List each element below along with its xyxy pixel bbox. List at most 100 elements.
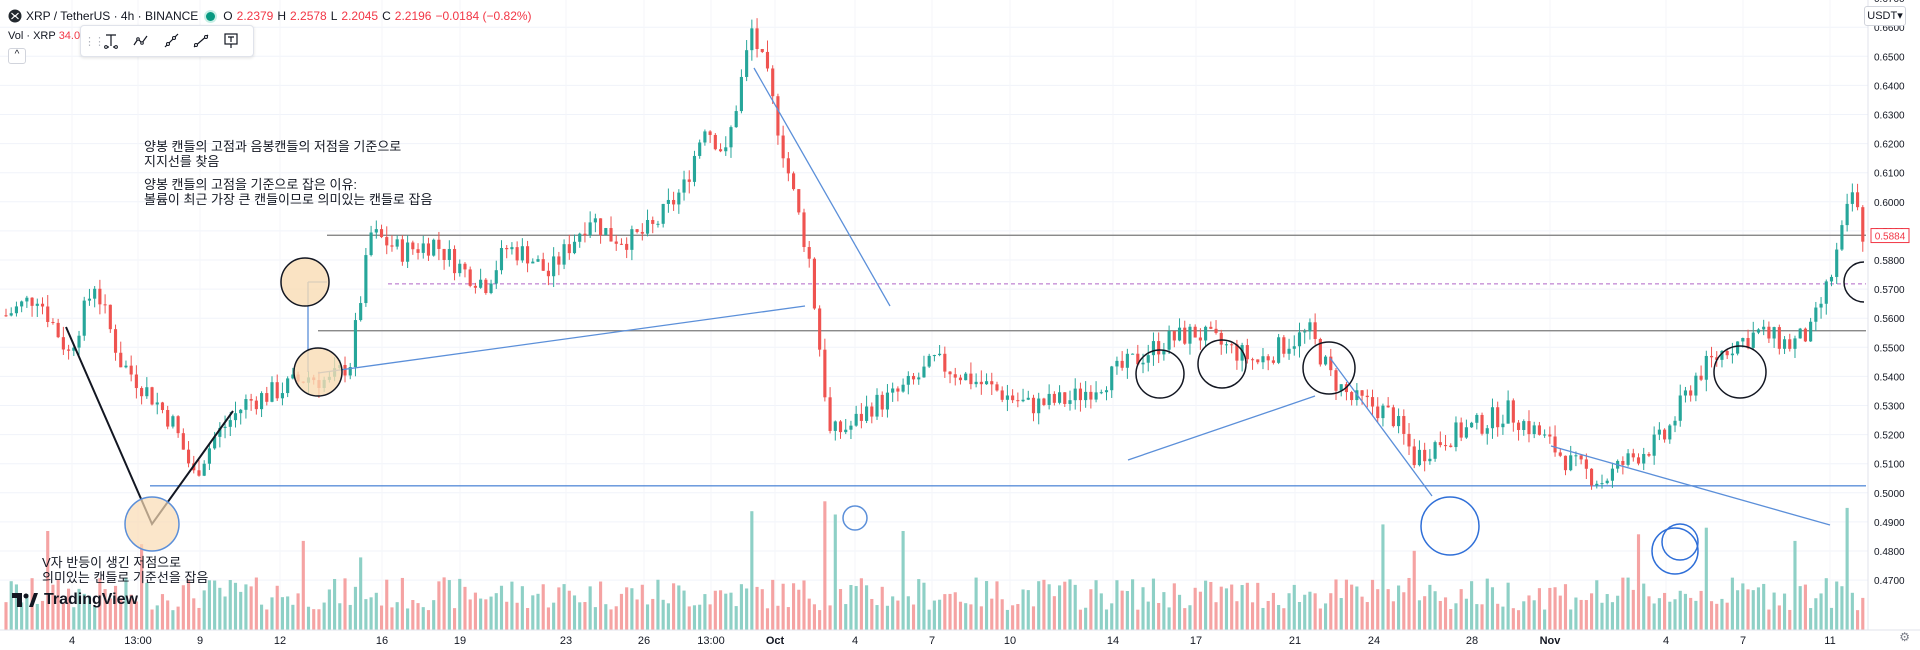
candle-body (682, 179, 686, 193)
candle-body (833, 421, 837, 431)
candle-body (1704, 355, 1708, 380)
volume-bar (374, 592, 378, 630)
volume-bar (792, 583, 796, 630)
candle-body (1094, 392, 1098, 400)
candle-body (379, 229, 384, 238)
candle-body (635, 229, 639, 232)
volume-bar (1443, 597, 1448, 630)
volume-bar (1162, 592, 1166, 630)
volume-bar (729, 592, 733, 630)
candle-body (1814, 307, 1818, 322)
price-tick-label: 0.5300 (1874, 402, 1905, 413)
volume-bar (426, 610, 431, 630)
gear-icon[interactable]: ⚙ (1899, 630, 1910, 644)
candle-body (927, 355, 931, 367)
time-tick-label: 4 (1663, 635, 1669, 647)
candle-body (1350, 392, 1354, 401)
drawing-toolbar[interactable]: ⋮⋮ (80, 25, 254, 57)
candle-body (515, 247, 519, 261)
close-label: C (382, 9, 391, 23)
volume-bar (797, 589, 801, 630)
candle-body (1240, 345, 1244, 361)
volume-bar (1647, 596, 1651, 630)
volume-bar (1501, 606, 1505, 630)
volume-bar (1730, 577, 1734, 630)
candle-body (218, 427, 222, 437)
volume-bar (103, 589, 107, 630)
volume-bar (1177, 594, 1182, 630)
volume-bar (1756, 587, 1761, 630)
price-tick-label: 0.6000 (1874, 198, 1905, 209)
annotation-support-note[interactable]: 양봉 캔들의 고점과 음봉캔들의 저점을 기준으로 지지선를 찾음 (144, 139, 402, 169)
trend-line-icon[interactable] (186, 28, 216, 54)
volume-bar (181, 585, 185, 630)
candle-body (531, 261, 535, 264)
volume-bar (885, 605, 890, 630)
volume-bar (1861, 597, 1865, 630)
candle-body (150, 387, 154, 405)
time-axis[interactable]: 4 13:00 9 12 16 19 23 26 13:00 Oct 4 7 10 14 17 21 24 28 N… (0, 629, 1920, 647)
volume-bar (244, 584, 248, 630)
volume-bar (682, 590, 686, 630)
toolbar-drag-handle[interactable]: ⋮⋮ (84, 35, 105, 48)
candle-body (124, 365, 128, 368)
volume-bar (301, 540, 305, 630)
annotation-v-bounce-note[interactable]: V자 반등이 생긴 저점으로 의미있는 캔들로 기준선을 잡음 (42, 555, 209, 585)
candle-body (562, 244, 566, 265)
volume-bar (1214, 602, 1218, 630)
candle-body (108, 304, 112, 330)
candle-body (140, 388, 144, 397)
price-tick-label: 0.4900 (1874, 518, 1905, 529)
volume-bar (270, 597, 274, 630)
currency-selector[interactable]: USDT▾ (1864, 6, 1906, 26)
annotation-reason-note[interactable]: 양봉 캔들의 고점을 기준으로 잡은 이유: 볼륨이 최근 가장 큰 캔들이므로… (144, 177, 433, 207)
candle-body (14, 306, 18, 314)
volume-bar (1600, 602, 1604, 630)
candle-body (93, 288, 97, 299)
volume-bar (1850, 592, 1854, 630)
horizontal-levels (150, 234, 1866, 487)
candle-body (494, 270, 498, 284)
volume-bar (280, 597, 284, 630)
volume-bar (186, 579, 191, 630)
volume-bar (437, 581, 441, 630)
candle-body (625, 243, 629, 250)
legend-collapse-button[interactable]: ^ (8, 48, 26, 64)
candle-body (385, 237, 389, 246)
volume-bar (1840, 586, 1844, 630)
candle-body (395, 239, 399, 247)
text-note-icon[interactable] (216, 28, 246, 54)
volume-bar (192, 598, 196, 630)
volume-bar (1099, 593, 1103, 630)
volume-legend[interactable]: Vol · XRP 34.09 (8, 30, 86, 42)
volume-bar (166, 600, 170, 630)
volume-bar (1579, 599, 1583, 630)
volume-bar (906, 596, 910, 630)
volume-bar (520, 586, 524, 630)
volume-bar (1303, 594, 1307, 630)
candle-body (630, 229, 634, 250)
candle-body (510, 247, 514, 250)
candle-body (1141, 362, 1145, 365)
volume-bar (1829, 607, 1834, 630)
volume-bar (1616, 595, 1620, 630)
path-icon[interactable] (126, 28, 156, 54)
candle-body (1772, 327, 1776, 339)
candle-body (969, 373, 973, 385)
candle-body (896, 388, 900, 392)
volume-bar (818, 610, 822, 630)
tradingview-logo[interactable]: TradingView (12, 591, 138, 609)
price-axis[interactable]: 0.6700 0.6600 0.6500 0.6400 0.6300 0.6200 0.61… (1867, 0, 1905, 630)
candle-body (885, 392, 890, 410)
volume-bar (1084, 607, 1088, 630)
volume-bar (1798, 586, 1802, 630)
time-tick-label: 7 (929, 635, 935, 647)
volume-bar (1668, 601, 1672, 630)
ray-icon[interactable] (156, 28, 186, 54)
symbol-title[interactable]: XRP / TetherUS · 4h · BINANCE (26, 9, 199, 23)
candle-body (1803, 328, 1807, 342)
candle-body (1266, 356, 1270, 361)
text-anchor-icon[interactable] (96, 28, 126, 54)
